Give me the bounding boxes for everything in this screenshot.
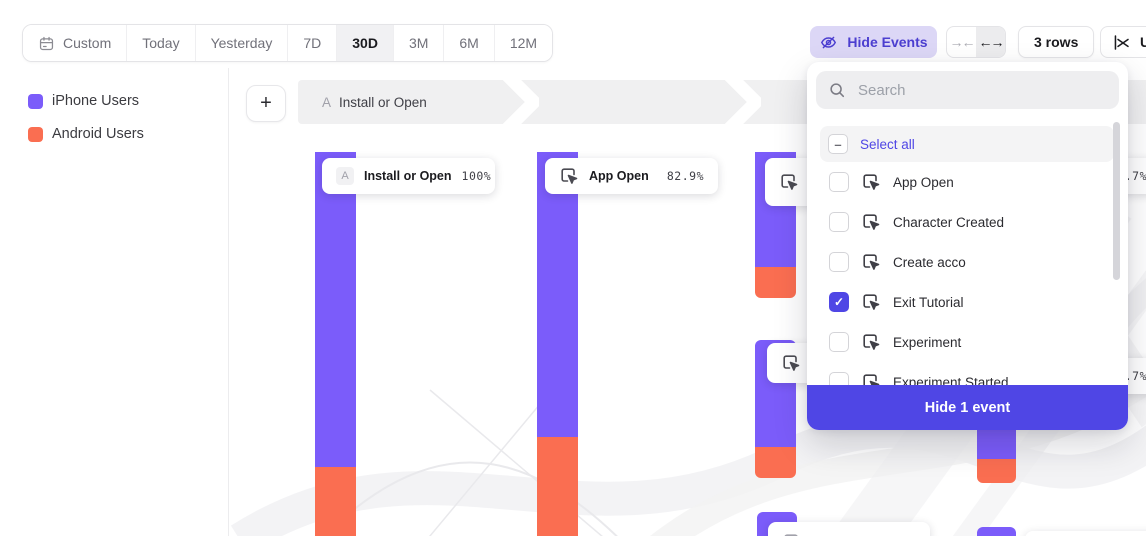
date-range-selector: Custom Today Yesterday 7D 30D 3M 6M 12M	[22, 24, 554, 62]
search-input[interactable]	[856, 80, 1107, 100]
expand-columns-button[interactable]: ←→	[976, 27, 1005, 57]
click-event-icon	[779, 172, 799, 192]
date-range-yesterday[interactable]: Yesterday	[195, 25, 289, 61]
click-event-icon	[781, 353, 801, 373]
click-event-icon	[559, 166, 579, 186]
add-step-button[interactable]: +	[246, 85, 286, 122]
rows-count-button[interactable]: 3 rows	[1018, 26, 1095, 58]
iphone-color-swatch	[28, 93, 43, 109]
indeterminate-icon: –	[834, 136, 842, 152]
date-range-custom[interactable]: Custom	[23, 25, 128, 61]
event-search	[816, 71, 1119, 109]
date-range-12m[interactable]: 12M	[494, 25, 553, 61]
event-option-exit-tutorial[interactable]: ✓ Exit Tutorial	[807, 282, 1107, 322]
plus-icon: +	[260, 92, 272, 114]
expand-icon: ←→	[978, 34, 1005, 50]
column-width-toggle: →← ←→	[946, 26, 1006, 58]
step-card-row3-clipped[interactable]	[768, 522, 930, 536]
click-event-icon	[861, 332, 881, 352]
bar-row3-step4-iphone[interactable]	[977, 527, 1016, 536]
date-range-label: Custom	[63, 35, 112, 51]
step-card-app-open[interactable]: App Open 82.9%	[545, 158, 718, 194]
checkbox-unchecked[interactable]	[829, 332, 849, 352]
date-range-6m[interactable]: 6M	[444, 25, 495, 61]
step-card-percent: .7%	[1124, 369, 1146, 383]
select-all-label: Select all	[860, 136, 915, 152]
date-range-7d[interactable]: 7D	[288, 25, 338, 61]
bar-step2-android[interactable]	[537, 437, 578, 536]
step-card-percent: 82.9%	[666, 169, 704, 183]
step-card-percent: .7%	[1124, 169, 1146, 183]
dropdown-scrollbar[interactable]	[1113, 122, 1120, 280]
select-all-option[interactable]: – Select all	[820, 126, 1114, 162]
step-card-install-or-open[interactable]: A Install or Open 100%	[322, 158, 495, 194]
collapse-columns-button[interactable]: →←	[947, 27, 976, 57]
bar-step2-iphone[interactable]	[537, 152, 578, 437]
bar-step1-android[interactable]	[315, 467, 356, 536]
legend-label: iPhone Users	[52, 93, 140, 109]
event-option-app-open[interactable]: App Open	[807, 162, 1107, 202]
event-option-character-created[interactable]: Character Created	[807, 202, 1107, 242]
event-option-label: Character Created	[893, 214, 1005, 230]
checkbox-unchecked[interactable]	[829, 252, 849, 272]
android-color-swatch	[28, 126, 43, 142]
hide-events-dropdown: – Select all App Open Character	[807, 62, 1128, 430]
hide-one-event-button[interactable]: Hide 1 event	[807, 385, 1128, 430]
bar-row2-step3-android[interactable]	[755, 447, 796, 478]
step-card-label: App Open	[589, 169, 649, 183]
event-option-label: Experiment	[893, 334, 962, 350]
event-option-create-acco[interactable]: Create acco	[807, 242, 1107, 282]
click-event-icon	[861, 212, 881, 232]
event-option-experiment[interactable]: Experiment	[807, 322, 1107, 362]
step-card-row3-clipped[interactable]	[1025, 531, 1146, 536]
rows-count-label: 3 rows	[1034, 34, 1079, 50]
checkbox-unchecked[interactable]	[829, 172, 849, 192]
date-range-3m[interactable]: 3M	[393, 25, 445, 61]
select-all-checkbox[interactable]: –	[828, 134, 848, 154]
step-header-label: Install or Open	[339, 94, 427, 110]
step-a-badge: A	[336, 167, 354, 185]
step-card-percent: 100%	[461, 169, 492, 183]
click-event-icon	[861, 292, 881, 312]
hide-events-button[interactable]: Hide Events	[810, 26, 937, 58]
chevron-separator-icon	[725, 80, 761, 124]
click-event-icon	[861, 172, 881, 192]
checkbox-unchecked[interactable]	[829, 212, 849, 232]
legend-item-android[interactable]: Android Users	[28, 126, 144, 142]
bar-row2-step4-android[interactable]	[977, 459, 1016, 483]
step-badge: A	[322, 94, 332, 110]
click-event-icon	[782, 532, 802, 536]
bar-step1-iphone[interactable]	[315, 152, 356, 467]
legend-label: Android Users	[52, 126, 144, 142]
sidebar-divider	[228, 68, 229, 536]
step-card-label: Install or Open	[364, 169, 452, 183]
collapse-icon: →←	[949, 34, 976, 50]
search-icon	[828, 81, 846, 99]
chart-lines-icon	[1112, 33, 1131, 52]
bar-step3-android[interactable]	[755, 267, 796, 298]
legend-item-iphone[interactable]: iPhone Users	[28, 93, 139, 109]
date-range-30d[interactable]: 30D	[337, 25, 394, 61]
funnel-step-header[interactable]: A Install or Open	[322, 80, 427, 124]
checkbox-checked[interactable]: ✓	[829, 292, 849, 312]
chevron-separator-icon	[503, 80, 539, 124]
hide-events-label: Hide Events	[847, 34, 928, 50]
event-option-label: Create acco	[893, 254, 966, 270]
check-icon: ✓	[833, 295, 845, 309]
click-event-icon	[861, 252, 881, 272]
eye-off-icon	[819, 33, 838, 52]
event-option-label: App Open	[893, 174, 954, 190]
calendar-icon	[38, 35, 55, 52]
hide-one-event-label: Hide 1 event	[924, 399, 1011, 416]
units-label: U	[1140, 34, 1146, 50]
event-option-label: Exit Tutorial	[893, 294, 964, 310]
units-button[interactable]: U	[1100, 26, 1146, 58]
date-range-today[interactable]: Today	[127, 25, 196, 61]
